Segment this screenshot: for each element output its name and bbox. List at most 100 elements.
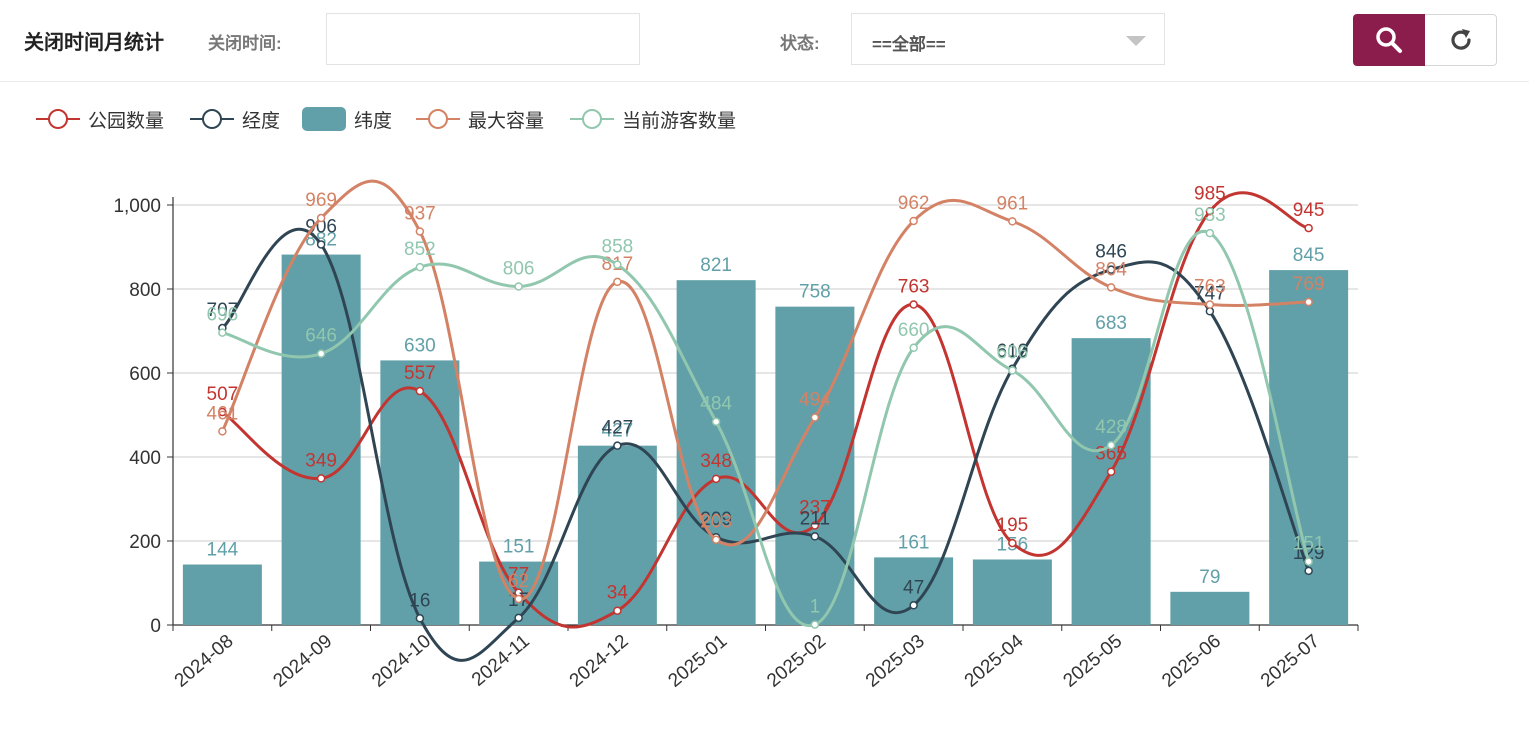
series-line: [221, 179, 1309, 601]
legend-label: 纬度: [354, 110, 393, 132]
data-point[interactable]: [1008, 538, 1017, 548]
data-point[interactable]: [218, 328, 227, 337]
data-point[interactable]: [1304, 557, 1313, 566]
bar-data-label: 758: [799, 282, 831, 303]
line-data-label: 203: [700, 512, 732, 533]
data-point[interactable]: [1106, 440, 1116, 450]
data-point[interactable]: [909, 343, 918, 353]
data-point[interactable]: [218, 407, 227, 417]
data-point[interactable]: [711, 535, 721, 544]
bar[interactable]: [380, 360, 460, 625]
line-data-label: 606: [997, 342, 1029, 363]
data-point[interactable]: [316, 240, 326, 249]
bar-data-label: 144: [207, 540, 239, 561]
x-tick-label: 2025-06: [1158, 631, 1225, 692]
line-data-label: 906: [305, 216, 337, 237]
bar[interactable]: [281, 254, 361, 625]
data-point[interactable]: [711, 474, 721, 484]
bar-data-label: 161: [898, 532, 930, 553]
line-data-label: 507: [207, 384, 239, 405]
line-data-label: 933: [1194, 205, 1226, 226]
line-data-label: 209: [700, 509, 732, 530]
status-label: 状态:: [780, 34, 820, 53]
x-tick-label: 2025-02: [763, 631, 830, 692]
data-point[interactable]: [613, 260, 622, 269]
data-point[interactable]: [613, 441, 622, 450]
line-data-label: 348: [700, 451, 732, 472]
line-data-label: 1: [810, 597, 821, 618]
close-time-input[interactable]: [326, 13, 640, 65]
data-point[interactable]: [1304, 566, 1313, 576]
legend-item-longitude[interactable]: 经度: [188, 104, 280, 134]
data-point[interactable]: [415, 386, 425, 396]
bar[interactable]: [874, 557, 954, 625]
data-point[interactable]: [613, 277, 622, 287]
data-point[interactable]: [909, 216, 918, 226]
line-data-label: 707: [207, 300, 239, 321]
legend-item-current-visitors[interactable]: 当前游客数量: [568, 104, 736, 134]
line-data-label: 985: [1194, 183, 1226, 204]
legend-item-park-count[interactable]: 公园数量: [34, 104, 164, 134]
y-tick-label: 1,000: [113, 196, 161, 217]
data-point[interactable]: [909, 601, 918, 610]
line-data-label: 494: [799, 390, 831, 411]
data-point[interactable]: [711, 417, 721, 426]
line-data-label: 195: [997, 515, 1029, 536]
data-point[interactable]: [613, 606, 622, 615]
legend-item-max-capacity[interactable]: 最大容量: [414, 104, 544, 134]
data-point[interactable]: [1008, 217, 1017, 226]
line-data-label: 34: [607, 583, 629, 604]
search-button[interactable]: [1353, 14, 1425, 66]
data-point[interactable]: [1304, 297, 1313, 307]
line-data-label: 557: [404, 363, 436, 384]
data-point[interactable]: [1304, 223, 1313, 233]
data-point[interactable]: [1205, 307, 1215, 316]
legend-item-latitude[interactable]: 纬度: [300, 104, 392, 134]
data-point[interactable]: [810, 521, 820, 530]
data-point[interactable]: [1106, 283, 1116, 292]
data-point[interactable]: [1205, 207, 1215, 216]
x-tick-label: 2025-01: [664, 631, 731, 692]
line-data-label: 937: [404, 203, 436, 224]
y-tick-label: 600: [129, 364, 161, 385]
line-data-label: 696: [207, 305, 239, 326]
line-data-label: 763: [898, 277, 930, 298]
data-point[interactable]: [1106, 265, 1116, 274]
x-tick-label: 2025-04: [961, 630, 1028, 691]
data-point[interactable]: [1205, 228, 1215, 238]
x-tick-label: 2024-08: [171, 631, 238, 692]
data-point[interactable]: [1106, 467, 1116, 476]
data-point[interactable]: [218, 427, 227, 436]
bar-data-label: 821: [700, 255, 732, 276]
data-point[interactable]: [514, 594, 523, 604]
data-point[interactable]: [415, 614, 425, 623]
legend-line-marker-icon: [36, 109, 80, 129]
data-point[interactable]: [514, 613, 523, 623]
bar[interactable]: [182, 564, 262, 625]
data-point[interactable]: [316, 349, 326, 358]
data-point[interactable]: [810, 532, 820, 541]
bar[interactable]: [972, 559, 1052, 625]
search-icon: [1376, 27, 1402, 53]
data-point[interactable]: [514, 282, 523, 291]
line-data-label: 77: [508, 565, 529, 586]
data-point[interactable]: [316, 474, 326, 483]
data-point[interactable]: [810, 620, 820, 629]
data-point[interactable]: [909, 300, 918, 309]
bar[interactable]: [676, 280, 756, 625]
bar[interactable]: [1071, 338, 1151, 625]
y-tick-label: 200: [129, 532, 161, 553]
reset-button[interactable]: [1425, 14, 1497, 66]
legend-bar-marker-icon: [302, 107, 346, 131]
data-point[interactable]: [415, 227, 425, 236]
status-select[interactable]: ==全部==: [851, 13, 1165, 65]
data-point[interactable]: [810, 413, 820, 422]
data-point[interactable]: [1205, 300, 1215, 309]
legend-line-marker-icon: [570, 109, 614, 129]
data-point[interactable]: [1008, 366, 1017, 375]
bar-data-label: 630: [404, 335, 436, 356]
x-tick-label: 2024-11: [468, 631, 534, 691]
bar[interactable]: [1170, 591, 1250, 625]
data-point[interactable]: [415, 262, 425, 272]
data-point[interactable]: [316, 213, 326, 223]
